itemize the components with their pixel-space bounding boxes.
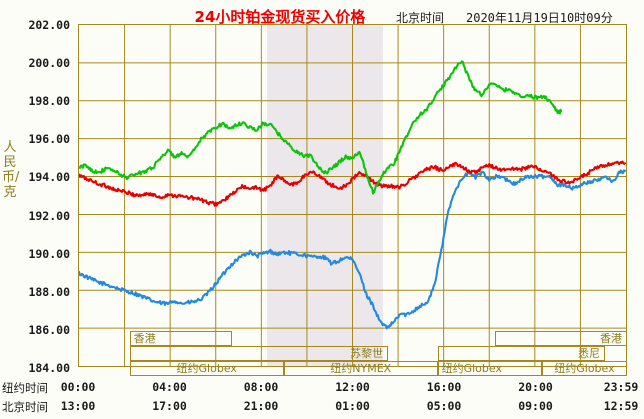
ny-tick-label: 08:00: [243, 380, 279, 394]
beijing-time-label: 北京时间: [396, 11, 445, 25]
session-label: 纽约Globex: [554, 362, 615, 375]
session-bar: 香港: [495, 331, 627, 346]
y-tick-label: 200.00: [28, 56, 70, 71]
session-label: 纽约Globex: [176, 362, 237, 375]
bj-axis-label: 北京时间: [2, 400, 48, 414]
y-tick-label: 188.00: [28, 284, 70, 299]
ny-tick-label: 04:00: [152, 380, 187, 394]
beijing-time-value: 2020年11月19日10时09分: [466, 11, 613, 25]
y-tick-label: 194.00: [28, 170, 70, 185]
session-bar: 纽约Globex: [129, 361, 284, 376]
bj-tick-label: 12:59: [603, 399, 639, 413]
session-bar: 香港: [129, 331, 232, 346]
y-tick-label: 196.00: [28, 132, 70, 147]
session-label: 纽约Globex: [441, 362, 502, 375]
page-title: 24小时铂金现货买入价格: [194, 8, 366, 26]
session-label: 香港: [133, 332, 156, 345]
ny-tick-label: 20:00: [518, 380, 553, 394]
bj-tick-label: 09:00: [518, 399, 553, 413]
y-tick-label: 186.00: [28, 322, 70, 337]
ny-tick-label: 00:00: [60, 380, 96, 394]
price-series: [79, 60, 626, 330]
session-bar: 纽约NYMEX: [283, 361, 438, 376]
session-label: 苏黎世: [350, 347, 384, 360]
y-tick-label: 184.00: [28, 361, 70, 375]
y-tick-label: 202.00: [28, 18, 70, 32]
bj-tick-label: 17:00: [152, 399, 187, 413]
session-bar: 纽约Globex: [437, 361, 542, 376]
session-bar: 纽约Globex: [541, 361, 627, 376]
y-axis-title: 人民币/克: [2, 140, 20, 200]
bj-tick-label: 13:00: [60, 399, 96, 413]
y-tick-label: 192.00: [28, 208, 70, 223]
ny-tick-label: 16:00: [426, 380, 462, 394]
y-tick-label: 198.00: [28, 94, 70, 109]
ny-tick-label: 12:00: [335, 380, 370, 394]
ny-axis-label: 纽约时间: [2, 381, 48, 395]
ny-tick-label: 23:59: [603, 380, 639, 394]
bj-tick-label: 05:00: [426, 399, 462, 413]
nymex-session-shade: [266, 25, 384, 366]
session-label: 纽约NYMEX: [330, 362, 392, 375]
plot-area: [78, 24, 627, 367]
bj-tick-label: 01:00: [335, 399, 370, 413]
session-label: 悉尼: [578, 347, 601, 360]
session-bar: 悉尼: [437, 346, 606, 361]
session-label: 香港: [599, 332, 622, 345]
session-bar: 苏黎世: [129, 346, 389, 361]
bj-tick-label: 21:00: [243, 399, 279, 413]
y-tick-label: 190.00: [28, 246, 70, 261]
